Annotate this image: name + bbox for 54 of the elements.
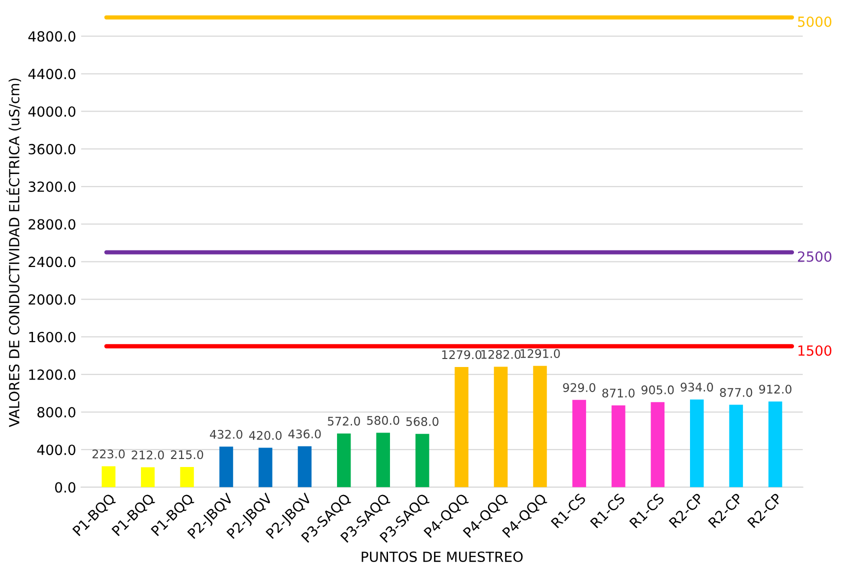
- bar: [494, 366, 508, 488]
- bar: [102, 466, 116, 488]
- y-tick-label: 800.0: [37, 407, 76, 418]
- data-label: 212.0: [132, 450, 164, 460]
- y-tick-label: 2800.0: [28, 219, 76, 230]
- bar: [415, 434, 430, 488]
- data-label: 572.0: [328, 416, 360, 426]
- bar: [258, 448, 272, 488]
- y-tick-label: 1600.0: [29, 332, 76, 342]
- bar: [729, 404, 743, 488]
- y-tick-label: 4800.0: [28, 31, 76, 42]
- data-label: 420.0: [249, 430, 282, 440]
- y-tick-label: 3200.0: [28, 181, 76, 192]
- data-label: 215.0: [170, 450, 204, 460]
- bar: [140, 467, 155, 488]
- y-tick-label: 400.0: [37, 444, 76, 456]
- bar: [180, 467, 194, 488]
- y-tick-label: 0.0: [55, 482, 76, 493]
- bar: [650, 402, 665, 488]
- y-tick-label: 4400.0: [28, 68, 76, 80]
- data-label: 905.0: [641, 385, 674, 394]
- y-tick-label: 2400.0: [28, 256, 76, 268]
- y-tick-label: 4000.0: [28, 106, 76, 117]
- data-label: 223.0: [92, 449, 125, 458]
- data-label: 877.0: [720, 388, 752, 397]
- data-label: 934.0: [680, 382, 713, 392]
- data-label: 871.0: [602, 388, 635, 398]
- bar: [612, 405, 626, 488]
- y-tick-label: 2000.0: [28, 294, 76, 305]
- y-axis-title: VALORES DE CONDUCTIVIDAD ELÉCTRICA (uS/cm): [6, 78, 22, 428]
- x-axis-title: PUNTOS DE MUESTREO: [362, 552, 523, 562]
- data-label: 432.0: [210, 430, 242, 439]
- y-tick-label: 3600.0: [28, 144, 76, 154]
- ref-line-label: 5000: [798, 16, 832, 27]
- data-label: 580.0: [367, 416, 400, 425]
- data-label: 1291.0: [520, 349, 560, 358]
- bar: [768, 402, 782, 488]
- bar: [219, 446, 234, 488]
- data-label: 1279.0: [442, 350, 482, 360]
- bar: [298, 446, 312, 488]
- bar: [454, 367, 468, 488]
- ref-line-label: 1500: [798, 345, 832, 356]
- y-tick-label: 1200.0: [29, 369, 76, 380]
- bar: [572, 400, 586, 488]
- bar: [376, 432, 390, 488]
- data-label: 1282.0: [481, 350, 521, 359]
- bar: [337, 433, 351, 488]
- bar: [690, 399, 704, 488]
- ref-line-label: 2500: [798, 251, 832, 262]
- bar: [533, 366, 547, 488]
- data-label: 568.0: [406, 417, 438, 426]
- data-label: 929.0: [563, 383, 596, 392]
- data-label: 912.0: [759, 384, 792, 394]
- data-label: 436.0: [288, 429, 321, 438]
